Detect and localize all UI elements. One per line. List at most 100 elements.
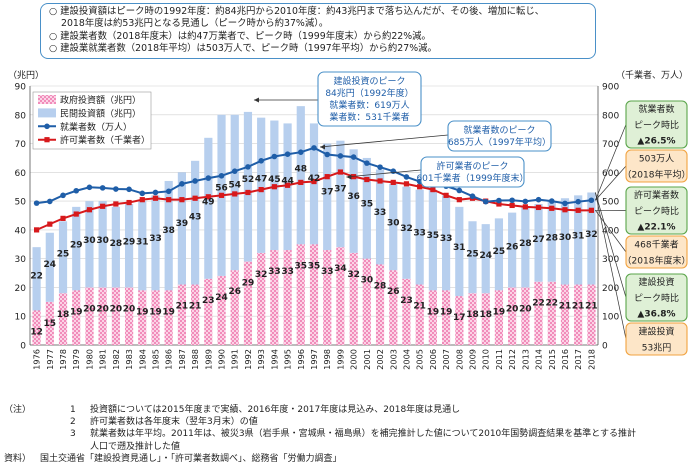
bar-gov (323, 250, 332, 345)
bar-priv (534, 203, 543, 282)
gov-value-label: 22 (546, 299, 559, 309)
workers-point (192, 178, 198, 184)
priv-value-label: 27 (532, 235, 545, 245)
bar-gov (428, 290, 437, 345)
firms-point (73, 211, 79, 217)
firms-point (417, 184, 423, 190)
legend-marker-firms (44, 137, 50, 143)
workers-point (231, 168, 238, 174)
bar-gov (534, 281, 543, 345)
workers-point (548, 198, 555, 204)
x-tick-label: 1998 (322, 349, 332, 370)
firms-point (456, 197, 462, 203)
bar-gov (98, 287, 107, 345)
workers-point (469, 193, 476, 200)
firms-point (139, 197, 145, 203)
gov-value-label: 20 (83, 304, 96, 314)
priv-value-label: 32 (400, 224, 413, 234)
bar-gov (362, 258, 371, 345)
workers-point (152, 189, 159, 196)
x-tick-label: 2017 (573, 349, 583, 370)
priv-value-label: 49 (202, 197, 215, 207)
firms-point (34, 227, 40, 233)
peak-invest-callout-text: 建設投資のピーク (333, 75, 405, 87)
x-tick-label: 2014 (534, 349, 544, 370)
bar-gov (32, 310, 41, 345)
y-left-tick-label: 20 (15, 284, 27, 294)
bar-gov (521, 287, 530, 345)
firms-point (337, 169, 344, 175)
firms-point (113, 201, 119, 207)
bar-priv (389, 183, 398, 271)
priv-value-label: 32 (585, 230, 598, 240)
firms-point (166, 197, 172, 203)
y-left-tick-label: 50 (15, 198, 27, 208)
legend: 政府投資額（兆円）民間投資額（兆円） 就業者数（万人）許可業者数（千業者） (32, 91, 152, 150)
bar-priv (296, 106, 305, 245)
gov-value-label: 21 (176, 302, 189, 312)
bar-gov (494, 290, 504, 345)
x-tick-label: 1976 (32, 349, 42, 370)
x-tick-label: 1989 (203, 349, 213, 370)
peak-firms-callout-arrow (346, 174, 352, 180)
bar-gov (389, 270, 398, 345)
bar-priv (415, 189, 424, 285)
bar-priv (111, 206, 120, 288)
bar-gov (124, 287, 134, 345)
y-right-tick-label: 600 (602, 169, 619, 179)
gov-value-label: 18 (479, 310, 492, 320)
invest-value-text: 建設投資 (638, 325, 674, 337)
invest-change-leader (595, 192, 627, 298)
firms-value-box (625, 235, 688, 269)
priv-value-label: 47 (255, 175, 268, 185)
y-left-tick-label: 10 (15, 313, 27, 323)
workers-point (364, 160, 370, 166)
firms-point (522, 204, 528, 210)
bar-priv (481, 224, 490, 294)
gov-value-label: 33 (268, 267, 281, 277)
bar-gov (111, 287, 120, 345)
priv-value-label: 56 (215, 183, 228, 193)
bar-gov (164, 290, 173, 345)
note-text: 許可業者数は各年度末（翌年3月末）の値 (90, 417, 258, 428)
y-left-unit: （兆円） (8, 70, 44, 81)
y-left-tick-label: 90 (15, 83, 27, 93)
workers-point (350, 154, 357, 160)
priv-value-label: 25 (466, 250, 479, 260)
peak-invest-callout-text: 業者数：531千業者 (329, 111, 409, 123)
bar-gov (547, 281, 556, 345)
bar-priv (521, 206, 530, 288)
firms-value-text: 468千業者 (634, 238, 678, 250)
priv-value-label: 28 (519, 239, 532, 249)
priv-value-label: 29 (123, 238, 136, 248)
priv-value-label: 48 (295, 164, 308, 174)
y-right-tick-label: 800 (602, 111, 619, 121)
bar-gov (230, 270, 239, 345)
firms-point (60, 215, 66, 221)
priv-value-label: 54 (228, 181, 241, 191)
bar-priv (177, 172, 187, 285)
x-tick-label: 2008 (454, 349, 464, 370)
gov-value-label: 21 (585, 302, 598, 312)
y-left-tick-label: 80 (15, 111, 27, 121)
invest-change-box (625, 273, 688, 322)
source-text: 国土交通省「建設投資見通し」・「許可業者数調べ」、総務省「労働力調査」 (40, 453, 342, 464)
bar-priv (508, 212, 517, 288)
bar-priv (85, 201, 94, 288)
gov-value-label: 19 (70, 307, 83, 317)
firms-point (218, 192, 225, 198)
bar-priv (560, 198, 570, 285)
peak-invest-callout-text: 就業者数：619万人 (329, 99, 409, 111)
x-tick-label: 1996 (296, 349, 306, 370)
firms-point (364, 176, 370, 183)
gov-value-label: 26 (228, 287, 241, 297)
workers-point (496, 197, 502, 204)
gov-value-label: 19 (427, 307, 440, 317)
note-number: 1 (70, 405, 76, 415)
workers-point (311, 145, 317, 151)
bar-gov (508, 287, 517, 345)
x-tick-label: 1990 (217, 349, 227, 370)
bar-priv (164, 180, 173, 291)
y-left-tick-label: 30 (15, 255, 27, 265)
priv-value-label: 24 (44, 260, 57, 270)
